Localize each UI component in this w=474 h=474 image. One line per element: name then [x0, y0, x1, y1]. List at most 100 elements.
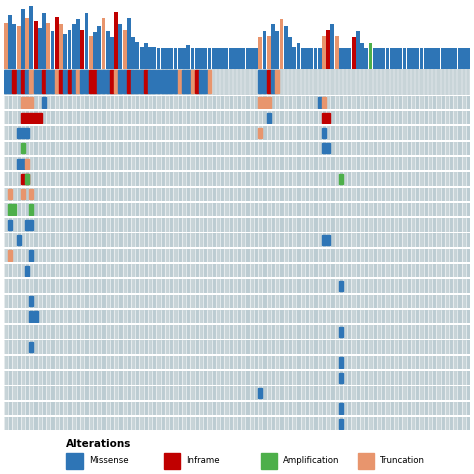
Bar: [432, 172, 436, 186]
Bar: [114, 340, 118, 354]
Bar: [394, 356, 398, 369]
Bar: [173, 111, 178, 125]
Bar: [318, 97, 321, 108]
Bar: [118, 279, 122, 293]
Bar: [173, 401, 178, 415]
Bar: [29, 417, 34, 430]
Bar: [42, 172, 46, 186]
Bar: [309, 356, 313, 369]
Bar: [127, 279, 131, 293]
Bar: [101, 386, 106, 400]
Bar: [17, 356, 21, 369]
Bar: [453, 310, 457, 323]
Bar: [381, 264, 385, 277]
Bar: [25, 126, 29, 140]
Bar: [59, 279, 63, 293]
Bar: [25, 294, 29, 308]
Bar: [318, 417, 322, 430]
Bar: [4, 417, 8, 430]
Bar: [173, 172, 178, 186]
Bar: [101, 203, 106, 216]
Bar: [301, 325, 305, 338]
Bar: [4, 111, 8, 125]
Bar: [377, 188, 381, 201]
Bar: [199, 172, 203, 186]
Bar: [122, 218, 127, 232]
Bar: [356, 203, 360, 216]
Bar: [67, 111, 72, 125]
Bar: [12, 233, 17, 247]
Bar: [318, 233, 322, 247]
Bar: [394, 401, 398, 415]
Bar: [161, 264, 165, 277]
Bar: [411, 401, 415, 415]
Bar: [250, 371, 254, 384]
Bar: [21, 143, 25, 154]
Bar: [453, 249, 457, 262]
Bar: [449, 356, 453, 369]
Bar: [377, 233, 381, 247]
Bar: [453, 386, 457, 400]
Bar: [428, 157, 432, 170]
Bar: [186, 356, 191, 369]
Bar: [233, 401, 237, 415]
Bar: [182, 340, 186, 354]
Bar: [368, 96, 373, 109]
Bar: [394, 157, 398, 170]
Bar: [237, 233, 241, 247]
Bar: [169, 142, 173, 155]
Bar: [101, 340, 106, 354]
Bar: [466, 172, 470, 186]
Bar: [156, 386, 161, 400]
Bar: [301, 203, 305, 216]
Bar: [368, 172, 373, 186]
Bar: [191, 70, 194, 93]
Bar: [271, 203, 275, 216]
Bar: [237, 417, 241, 430]
Bar: [330, 157, 335, 170]
Bar: [364, 111, 368, 125]
Bar: [283, 401, 288, 415]
Bar: [173, 126, 178, 140]
Bar: [156, 96, 161, 109]
Bar: [67, 233, 72, 247]
Bar: [165, 386, 169, 400]
Bar: [42, 310, 46, 323]
Bar: [377, 157, 381, 170]
Bar: [173, 310, 178, 323]
Bar: [313, 203, 318, 216]
Bar: [254, 142, 258, 155]
Bar: [93, 310, 97, 323]
Bar: [34, 188, 38, 201]
Bar: [258, 386, 263, 400]
Bar: [97, 126, 101, 140]
Bar: [377, 417, 381, 430]
Bar: [72, 417, 76, 430]
Bar: [292, 356, 296, 369]
Bar: [203, 417, 207, 430]
Bar: [63, 310, 67, 323]
Bar: [296, 417, 301, 430]
Bar: [318, 203, 322, 216]
Bar: [432, 325, 436, 338]
Bar: [369, 44, 373, 69]
Bar: [156, 279, 161, 293]
Bar: [122, 142, 127, 155]
Bar: [365, 48, 368, 69]
Bar: [419, 401, 424, 415]
Bar: [228, 310, 233, 323]
Bar: [173, 218, 178, 232]
Bar: [68, 70, 72, 93]
Bar: [199, 279, 203, 293]
Bar: [63, 233, 67, 247]
Bar: [118, 417, 122, 430]
Bar: [34, 371, 38, 384]
Bar: [29, 218, 34, 232]
Bar: [46, 126, 50, 140]
Bar: [330, 386, 335, 400]
Bar: [34, 126, 38, 140]
Bar: [335, 279, 339, 293]
Bar: [322, 340, 326, 354]
Bar: [152, 386, 156, 400]
Bar: [29, 220, 33, 230]
